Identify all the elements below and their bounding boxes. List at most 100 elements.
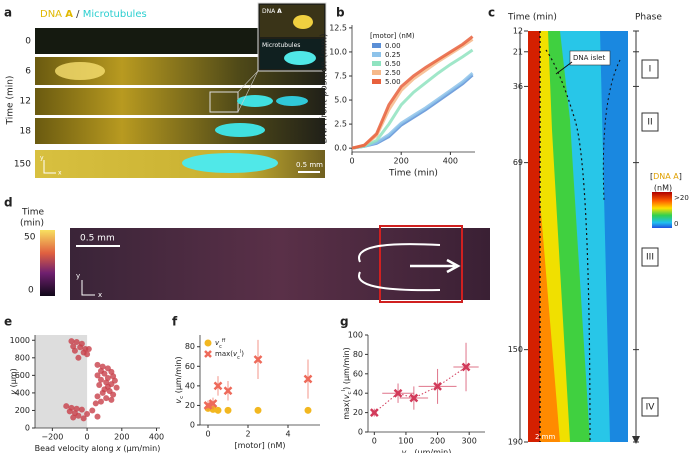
row-label: 12 — [20, 97, 31, 107]
marker — [214, 406, 222, 414]
marker — [303, 374, 313, 384]
marker — [253, 355, 263, 364]
panel-label: c — [488, 6, 495, 20]
line — [351, 71, 474, 150]
legend-label-part: c — [237, 355, 240, 361]
y-tick-label: 12 — [513, 27, 523, 36]
x-tick-label: 0 — [85, 433, 90, 442]
marker — [369, 408, 379, 417]
x-axis-label: Bead velocity along x (μm/min) — [35, 444, 161, 453]
legend-swatch — [372, 70, 381, 75]
marker — [94, 372, 101, 379]
marker — [223, 386, 233, 396]
line — [351, 48, 474, 150]
panel-title-part: DNA — [40, 9, 65, 20]
x-axis-label: [motor] (nM) — [234, 441, 285, 450]
y-tick-label: 100 — [348, 331, 363, 340]
phase: II — [647, 118, 652, 128]
marker — [213, 381, 223, 391]
marker — [85, 346, 92, 353]
y-tick-label: 60 — [185, 362, 195, 371]
y-tick-label: 10.0 — [329, 47, 347, 56]
y-axis-label-part: max( — [342, 399, 351, 420]
y-axis-label: vc (μm/min) — [174, 356, 185, 403]
y-tick-label: 20 — [185, 401, 195, 410]
marker — [70, 414, 77, 421]
marker — [84, 410, 91, 417]
marker — [304, 406, 312, 414]
marker — [78, 406, 85, 413]
marker — [68, 338, 75, 345]
marker — [254, 406, 262, 414]
marker — [97, 376, 104, 383]
axis-label: Time (min) — [507, 13, 557, 23]
colorbar-title-part: DNA A — [653, 172, 679, 181]
legend-label: 0.50 — [385, 60, 401, 68]
y-tick-label: 60 — [353, 369, 363, 378]
phase-title: Phase — [635, 13, 662, 23]
marker — [75, 412, 82, 419]
y-axis-label-part: l — [341, 389, 347, 391]
y-axis-label-part: ) (μm/min) — [342, 347, 351, 390]
x-tick-label: 0 — [349, 157, 354, 166]
y-tick-label: 20 — [353, 408, 363, 417]
y-tick-label: 200 — [15, 406, 30, 415]
y-tick-label: 1000 — [10, 336, 30, 345]
legend-label-part: c — [219, 344, 222, 350]
panel-label: a — [4, 6, 12, 20]
legend-label-part: v — [215, 339, 220, 347]
legend-label-part: max( — [215, 350, 233, 358]
panel-title: DNA A / Microtubules — [40, 9, 147, 20]
marker — [84, 351, 91, 358]
y-axis-label: DNA front position (mm) — [320, 33, 330, 143]
colorbar-min: 0 — [674, 220, 678, 228]
y-tick-label: 400 — [15, 388, 30, 397]
y-tick-label: 0.0 — [334, 144, 347, 153]
colorbar-title-part: [ — [650, 172, 653, 181]
marker — [80, 415, 87, 422]
y-axis-label-part: c — [179, 396, 185, 399]
trend-line — [374, 366, 467, 413]
marker — [433, 382, 442, 391]
inset-label-part: DNA — [262, 8, 277, 15]
marker — [66, 408, 73, 415]
marker — [101, 370, 108, 377]
legend-label: 2.50 — [385, 69, 401, 77]
y-axis-label-part: v — [342, 394, 351, 399]
y-tick-label: 5.0 — [334, 96, 347, 105]
legend-swatch — [372, 52, 381, 57]
legend-label: vcff — [215, 338, 226, 350]
legend-title: [motor] (nM) — [370, 32, 415, 40]
axis-letter: x — [58, 170, 62, 177]
x-tick-label: 2 — [245, 430, 250, 439]
line — [351, 35, 474, 150]
marker — [73, 339, 80, 346]
y-tick-label: 800 — [15, 353, 30, 362]
x-axis-label-part: v — [402, 448, 407, 453]
legend-label-part: v — [233, 350, 238, 358]
marker — [409, 393, 419, 403]
y-tick-label: 190 — [508, 438, 523, 447]
x-tick-label: 4 — [285, 430, 290, 439]
panel-title-part: / — [73, 9, 83, 20]
panel-a-images — [35, 2, 327, 178]
y-axis-label-part: c — [347, 391, 353, 394]
y-tick-label: 80 — [185, 342, 195, 351]
axis — [199, 335, 320, 426]
y-tick-label: 40 — [185, 381, 195, 390]
x-axis-label-part: x — [115, 444, 121, 453]
legend-label-part: l — [240, 349, 241, 355]
panel-label: d — [4, 196, 13, 210]
y-tick-label: 600 — [15, 371, 30, 380]
legend-marker — [204, 350, 212, 358]
marker — [103, 395, 110, 402]
x-tick-label: 400 — [149, 433, 164, 442]
row-label: 18 — [20, 127, 32, 137]
legend-label: 5.00 — [385, 78, 401, 86]
panel-label: f — [172, 315, 178, 329]
marker — [113, 384, 120, 391]
y-axis-label-part: v — [174, 399, 183, 404]
colorbar-title-part: ] — [679, 172, 682, 181]
colorbar-max: >200 — [674, 194, 689, 202]
inset-label: DNA A — [262, 8, 282, 15]
